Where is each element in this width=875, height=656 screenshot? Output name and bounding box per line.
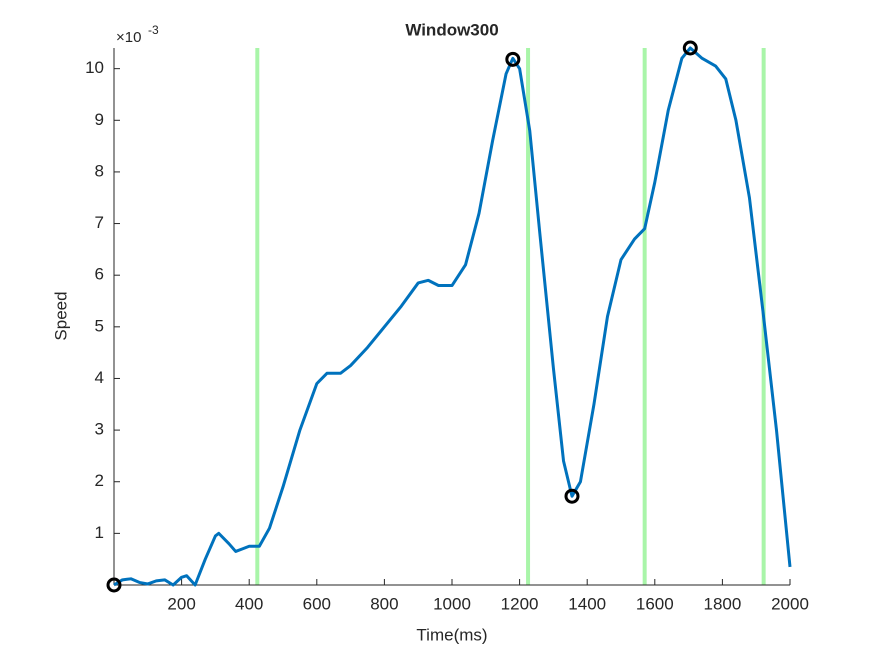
x-tick-label: 800	[370, 594, 398, 613]
y-tick-label: 10	[85, 58, 104, 77]
peak-marker	[682, 40, 698, 56]
y-axis-label: Speed	[51, 291, 70, 340]
y-tick-label: 2	[95, 471, 104, 490]
x-tick-label: 2000	[771, 594, 809, 613]
y-multiplier-exponent: -3	[148, 23, 159, 37]
y-multiplier-base: ×10	[116, 29, 141, 46]
y-tick-label: 9	[95, 110, 104, 129]
x-tick-label: 200	[167, 594, 195, 613]
x-tick-label: 1400	[568, 594, 606, 613]
peak-marker	[564, 488, 580, 504]
y-tick-label: 4	[95, 368, 104, 387]
y-tick-label: 7	[95, 213, 104, 232]
peak-marker	[106, 577, 122, 593]
x-tick-label: 1200	[501, 594, 539, 613]
x-tick-label: 400	[235, 594, 263, 613]
x-tick-label: 600	[303, 594, 331, 613]
y-tick-label: 8	[95, 161, 104, 180]
x-tick-label: 1600	[636, 594, 674, 613]
chart-title: Window300	[405, 20, 498, 39]
y-tick-label: 1	[95, 523, 104, 542]
y-tick-label: 6	[95, 265, 104, 284]
y-tick-label: 5	[95, 316, 104, 335]
peak-marker	[505, 51, 521, 67]
speed-line	[113, 46, 792, 587]
x-tick-label: 1800	[703, 594, 741, 613]
y-tick-label: 3	[95, 420, 104, 439]
x-axis-label: Time(ms)	[416, 625, 487, 644]
x-tick-label: 1000	[433, 594, 471, 613]
